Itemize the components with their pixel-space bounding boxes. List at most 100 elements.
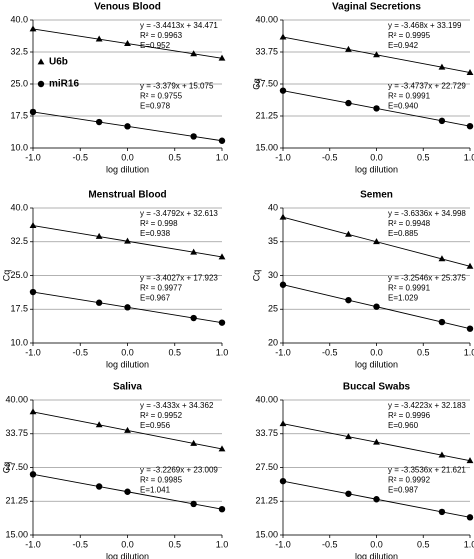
triangle-marker <box>466 68 474 75</box>
circle-marker <box>373 496 380 503</box>
equation-annotation: E=0.967 <box>140 293 171 302</box>
circle-marker <box>124 304 131 311</box>
x-axis-label: log dilution <box>355 551 398 559</box>
circle-marker <box>218 137 226 144</box>
triangle-marker <box>345 45 352 52</box>
equation-annotation: R² = 0.9755 <box>140 92 183 101</box>
x-tick-label: 0.0 <box>370 539 383 549</box>
triangle-marker <box>438 451 446 458</box>
equation-annotation: E=1.041 <box>140 485 171 494</box>
equation-annotation: R² = 0.9963 <box>140 31 183 40</box>
triangle-marker <box>438 63 446 70</box>
x-tick-label: -1.0 <box>275 539 291 549</box>
x-tick-label: 1.0 <box>216 539 229 549</box>
x-tick-label: 0.5 <box>168 152 181 162</box>
triangle-marker <box>466 262 474 269</box>
y-tick-label: 40 <box>268 202 278 212</box>
triangle-marker <box>95 35 103 42</box>
triangle-marker <box>218 54 226 61</box>
circle-marker <box>190 500 197 508</box>
circle-marker <box>190 314 197 322</box>
x-tick-label: -0.5 <box>322 347 338 357</box>
x-tick-label: 0.0 <box>370 347 383 357</box>
circle-marker <box>29 471 37 478</box>
x-tick-label: 0.0 <box>121 347 134 357</box>
equation-annotation: y = -3.2269x + 23.009 <box>140 465 218 474</box>
equation-annotation: E=1.029 <box>388 293 419 302</box>
chart-title: Menstrual Blood <box>88 190 166 201</box>
triangle-marker <box>218 253 226 260</box>
triangle-marker <box>438 255 446 262</box>
triangle-marker <box>124 237 131 244</box>
equation-annotation: R² = 0.9952 <box>140 411 183 420</box>
y-tick-label: 17.5 <box>10 110 28 120</box>
y-tick-label: 25.0 <box>10 270 28 280</box>
y-tick-label: 10.0 <box>10 337 28 347</box>
legend-label: miR16 <box>49 79 79 90</box>
triangle-marker <box>95 232 103 239</box>
y-tick-label: 40.00 <box>5 394 28 404</box>
equation-annotation: y = -3.4792x + 32.613 <box>140 209 218 218</box>
triangle-marker <box>29 408 37 415</box>
equation-annotation: E=0.938 <box>140 229 171 238</box>
x-tick-label: -0.5 <box>322 539 338 549</box>
y-tick-label: 32.5 <box>10 46 28 56</box>
equation-annotation: E=0.960 <box>388 421 419 430</box>
y-tick-label: 15.00 <box>5 529 28 539</box>
equation-annotation: y = -3.4223x + 32.183 <box>388 401 466 410</box>
triangle-marker <box>124 426 131 433</box>
triangle-marker <box>95 421 103 428</box>
circle-marker <box>37 80 45 88</box>
equation-annotation: y = -3.4413x + 34.471 <box>140 21 218 30</box>
x-tick-label: 0.0 <box>121 152 134 162</box>
x-tick-label: 0.5 <box>417 347 430 357</box>
chart-title: Vaginal Secretions <box>332 2 421 13</box>
triangle-marker <box>373 51 380 58</box>
triangle-marker <box>466 457 474 464</box>
circle-marker <box>373 105 380 112</box>
chart-title: Saliva <box>113 382 142 393</box>
x-tick-label: 0.5 <box>417 152 430 162</box>
equation-annotation: R² = 0.998 <box>140 219 178 228</box>
circle-marker <box>95 483 103 490</box>
circle-marker <box>218 505 226 513</box>
equation-annotation: y = -3.6336x + 34.998 <box>388 209 466 218</box>
triangle-marker <box>190 50 198 57</box>
y-tick-label: 35 <box>268 236 278 246</box>
x-tick-label: -0.5 <box>72 539 88 549</box>
y-tick-label: 27.50 <box>5 462 28 472</box>
triangle-marker <box>37 58 45 65</box>
circle-marker <box>190 133 197 140</box>
x-axis-label: log dilution <box>355 164 398 174</box>
triangle-marker <box>190 248 198 255</box>
equation-annotation: y = -3.433x + 34.362 <box>140 401 214 410</box>
circle-marker <box>124 123 131 130</box>
circle-marker <box>124 488 131 495</box>
x-tick-label: -0.5 <box>72 347 88 357</box>
y-tick-label: 33.75 <box>255 46 278 56</box>
equation-annotation: E=0.987 <box>388 485 419 494</box>
y-tick-label: 21.25 <box>255 110 278 120</box>
circle-marker <box>218 319 226 326</box>
y-tick-label: 20 <box>268 337 278 347</box>
circle-marker <box>95 299 103 306</box>
x-axis-label: log dilution <box>355 359 398 369</box>
x-tick-label: -0.5 <box>322 152 338 162</box>
y-tick-label: 33.75 <box>255 428 278 438</box>
equation-annotation: y = -3.4027x + 17.923 <box>140 273 218 282</box>
y-tick-label: 40.00 <box>255 14 278 24</box>
x-tick-label: -1.0 <box>275 152 291 162</box>
equation-annotation: R² = 0.9996 <box>388 411 431 420</box>
circle-marker <box>95 118 103 126</box>
triangle-marker <box>373 438 380 445</box>
y-tick-label: 15.00 <box>255 142 278 152</box>
equation-annotation: y = -3.468x + 33.199 <box>388 21 462 30</box>
triangle-marker <box>218 445 226 452</box>
y-tick-label: 30 <box>268 270 278 280</box>
equation-annotation: E=0.978 <box>140 102 171 111</box>
triangle-marker <box>124 39 131 46</box>
x-tick-label: 0.5 <box>417 539 430 549</box>
y-tick-label: 17.5 <box>10 304 28 314</box>
triangle-marker <box>345 230 352 237</box>
circle-marker <box>466 122 474 130</box>
